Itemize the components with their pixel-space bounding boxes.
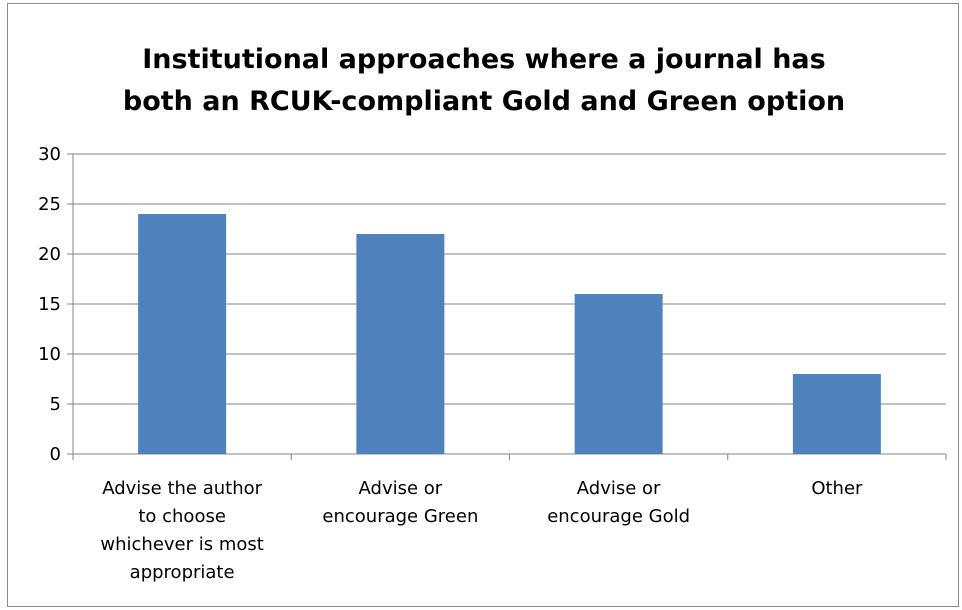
y-tick-label: 30: [38, 144, 61, 165]
x-category-label: Other: [811, 478, 863, 499]
bar-chart: 0 5 10 15 20 25 30 Advise the author to choose wh…: [38, 144, 947, 583]
x-category-label: encourage Green: [322, 506, 478, 527]
y-tick-label: 25: [38, 194, 61, 215]
y-tick-label: 0: [50, 444, 61, 465]
x-category-label: Advise or: [359, 478, 443, 499]
bar: [574, 294, 663, 454]
x-category-label: whichever is most: [100, 534, 263, 555]
x-category-label: to choose: [138, 506, 226, 527]
y-tick-label: 10: [38, 344, 61, 365]
bar: [356, 234, 445, 454]
y-tick-label: 20: [38, 244, 61, 265]
chart-title-line-2: both an RCUK-compliant Gold and Green op…: [122, 86, 846, 117]
chart-frame: Institutional approaches where a journal…: [7, 3, 959, 607]
bar: [792, 374, 881, 454]
x-category-label: appropriate: [130, 562, 235, 583]
bar: [138, 214, 227, 454]
y-tick-label: 5: [50, 394, 61, 415]
x-category-label: Advise the author: [102, 478, 262, 499]
x-category-label: encourage Gold: [547, 506, 690, 527]
y-tick-label: 15: [38, 294, 61, 315]
chart-title-line-1: Institutional approaches where a journal…: [142, 44, 826, 75]
x-category-label: Advise or: [577, 478, 661, 499]
